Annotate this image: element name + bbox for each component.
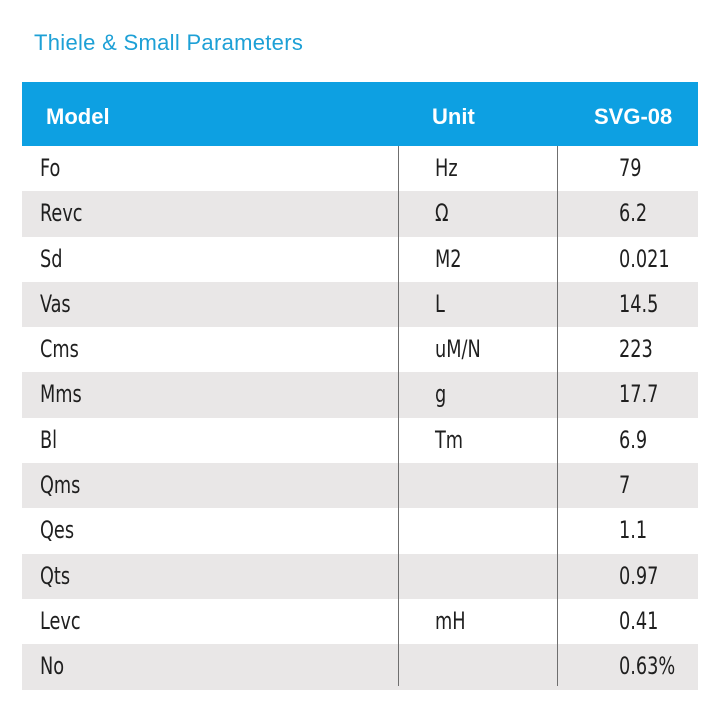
param-value: 14.5 (619, 289, 659, 318)
table-row: No 0.63% (22, 644, 698, 690)
page-title: Thiele & Small Parameters (34, 30, 304, 55)
table-row: Qes 1.1 (22, 508, 698, 553)
param-name: Qts (40, 561, 71, 590)
param-unit: mH (435, 606, 466, 635)
param-name: Cms (40, 335, 79, 364)
column-divider (557, 146, 558, 686)
table-row: Vas L 14.5 (22, 281, 698, 328)
param-value: 0.97 (619, 561, 659, 590)
column-divider (398, 146, 399, 686)
table-row: Levc mH 0.41 (22, 599, 698, 644)
param-name: Bl (40, 425, 58, 454)
param-value: 79 (619, 154, 642, 182)
table-body: Fo Hz 79 Revc Ω 6.2 Sd M2 0.021 Vas L 14… (22, 146, 698, 690)
table-row: Cms uM/N 223 (22, 327, 698, 372)
param-name: Revc (40, 199, 83, 228)
table-row: Qms 7 (22, 463, 698, 509)
table-header: Model Unit SVG-08 (22, 82, 698, 146)
param-name: Vas (40, 289, 71, 318)
param-name: Levc (40, 606, 81, 635)
param-value: 1.1 (619, 516, 648, 545)
table-row: Mms g 17.7 (22, 372, 698, 418)
parameters-table: Model Unit SVG-08 Fo Hz 79 Revc Ω 6.2 Sd… (22, 82, 698, 690)
header-value: SVG-08 (594, 104, 673, 129)
param-unit: Hz (435, 154, 458, 182)
param-name: Qms (40, 471, 81, 500)
table-row: Qts 0.97 (22, 553, 698, 599)
param-unit: M2 (435, 244, 462, 273)
param-value: 0.021 (619, 244, 670, 273)
param-value: 6.2 (619, 199, 648, 228)
param-value: 223 (619, 335, 653, 364)
param-name: Mms (40, 380, 82, 409)
param-unit: Ω (435, 199, 449, 228)
param-value: 17.7 (619, 380, 659, 409)
param-name: No (40, 652, 65, 681)
header-model: Model (46, 104, 110, 129)
param-value: 6.9 (619, 425, 648, 454)
param-name: Qes (40, 516, 75, 545)
param-unit: Tm (435, 425, 464, 454)
table-row: Bl Tm 6.9 (22, 418, 698, 463)
param-unit: L (435, 289, 445, 318)
param-value: 7 (619, 471, 631, 500)
param-unit: g (435, 380, 447, 409)
param-value: 0.41 (619, 606, 659, 635)
param-name: Fo (40, 154, 61, 182)
table-row: Revc Ω 6.2 (22, 191, 698, 237)
table-row: Fo Hz 79 (22, 146, 698, 191)
header-unit: Unit (432, 104, 475, 129)
table-row: Sd M2 0.021 (22, 237, 698, 282)
param-name: Sd (40, 244, 63, 273)
param-unit: uM/N (435, 335, 481, 364)
param-value: 0.63% (619, 652, 676, 681)
